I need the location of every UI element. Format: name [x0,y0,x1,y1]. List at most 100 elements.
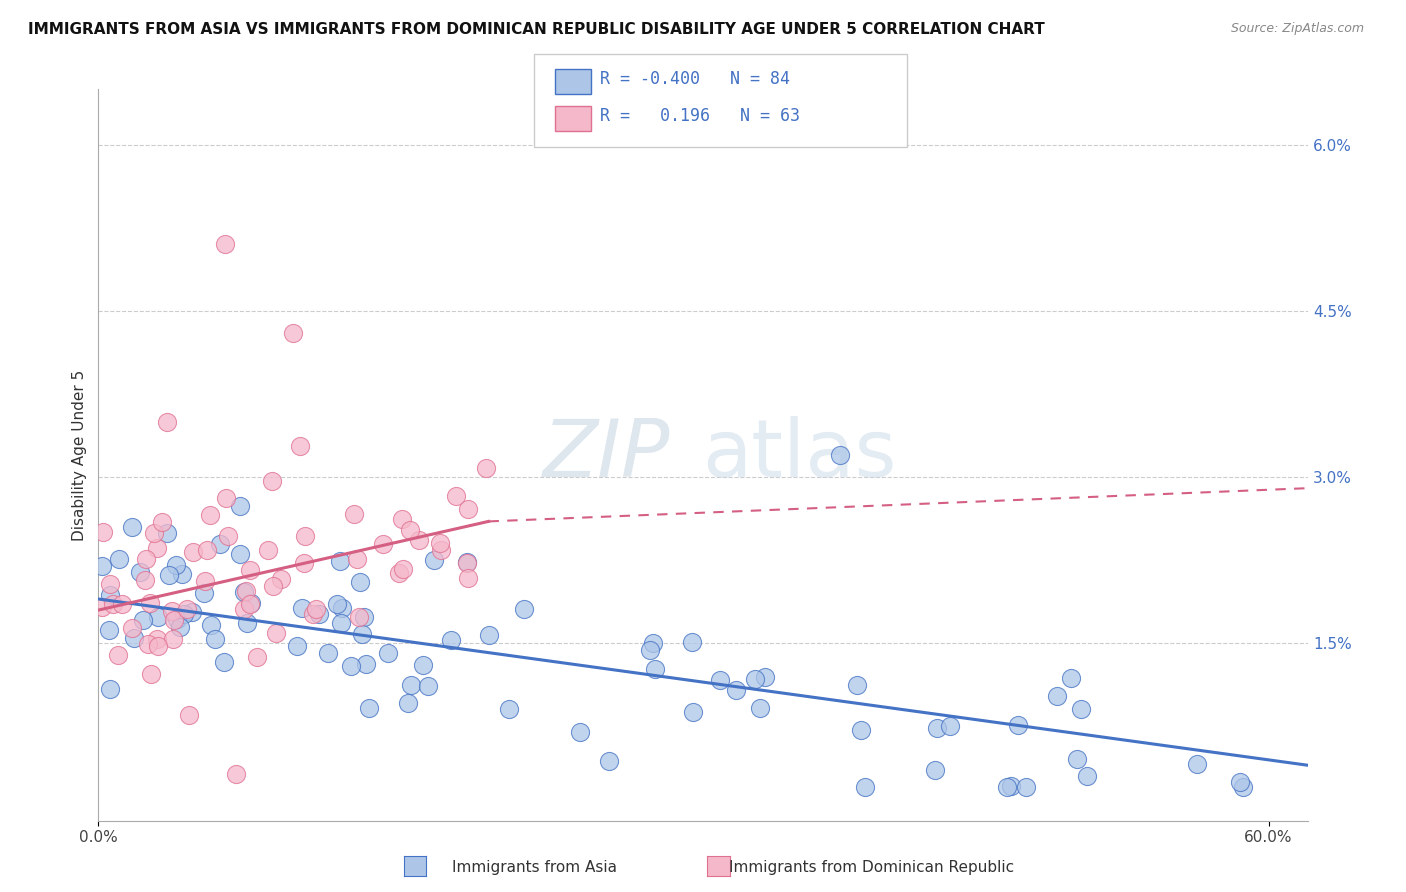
Point [388,566,411,580]
Point [429,543,451,558]
Point [391,512,413,526]
Point [474,460,496,475]
Point [235,584,257,599]
Point [107,648,129,663]
Text: atlas: atlas [703,416,897,494]
Point [682,705,704,719]
Text: R = -0.400   N = 84: R = -0.400 N = 84 [600,70,790,87]
Point [97,623,120,637]
Point [195,543,218,558]
Point [429,535,451,549]
Point [301,607,323,622]
Text: R =   0.196   N = 63: R = 0.196 N = 63 [600,107,800,125]
Point [456,556,478,570]
Point [229,499,252,513]
Point [129,565,152,579]
Point [290,439,312,453]
Point [353,610,375,624]
Point [396,696,419,710]
Point [997,780,1019,795]
Point [90,600,112,615]
Point [260,474,283,488]
Point [157,568,180,582]
Point [218,529,240,543]
Point [349,575,371,590]
Point [146,640,169,654]
Point [330,601,353,615]
Point [143,526,166,541]
Point [569,724,592,739]
Point [709,673,731,687]
Point [169,620,191,634]
Point [853,780,876,795]
Point [399,678,422,692]
Text: Source: ZipAtlas.com: Source: ZipAtlas.com [1230,22,1364,36]
Point [513,602,536,616]
Point [193,586,215,600]
Text: ZIP: ZIP [543,416,669,494]
Point [412,657,434,672]
Point [371,537,394,551]
Point [165,558,187,573]
Y-axis label: Disability Age Under 5: Disability Age Under 5 [72,369,87,541]
Point [744,672,766,686]
Point [200,618,222,632]
Point [121,621,143,635]
Point [172,566,194,581]
Point [162,604,184,618]
Point [1045,689,1067,703]
Point [457,502,479,516]
Point [924,763,946,777]
Point [239,597,262,611]
Point [598,754,620,768]
Point [347,610,370,624]
Point [132,613,155,627]
Point [1000,780,1022,794]
Point [1060,671,1083,685]
Point [644,662,666,676]
Point [754,669,776,683]
Point [846,678,869,692]
Point [233,602,256,616]
Point [136,637,159,651]
Point [849,723,872,737]
Point [724,683,747,698]
Point [1076,769,1098,783]
Point [111,597,134,611]
Point [150,515,173,529]
Point [91,558,114,573]
Point [181,606,204,620]
Point [108,551,131,566]
Point [204,632,226,646]
Point [640,643,662,657]
Point [354,657,377,672]
Point [377,646,399,660]
Point [146,632,169,647]
Point [139,667,162,681]
Point [478,627,501,641]
Point [91,524,114,539]
Point [98,682,121,697]
Point [938,719,960,733]
Point [176,602,198,616]
Point [262,579,284,593]
Point [134,573,156,587]
Point [308,607,330,622]
Point [423,552,446,566]
Point [173,607,195,621]
Point [212,655,235,669]
Point [316,647,339,661]
Point [1066,752,1088,766]
Point [121,520,143,534]
Point [1007,717,1029,731]
Point [215,491,238,506]
Point [156,526,179,541]
Point [145,541,167,555]
Point [399,524,422,538]
Point [439,632,461,647]
Point [416,680,439,694]
Point [285,639,308,653]
Point [124,631,146,645]
Point [456,556,478,570]
Point [392,561,415,575]
